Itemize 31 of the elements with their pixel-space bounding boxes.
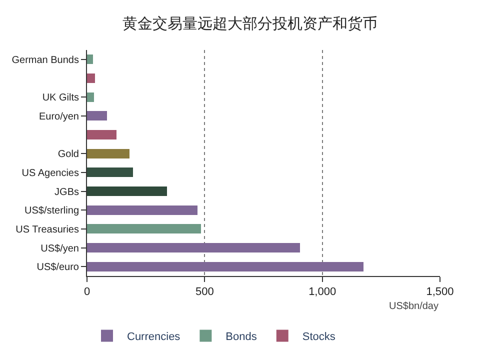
bar (87, 54, 93, 64)
y-tick-label: JGBs (54, 186, 79, 198)
y-tick-label: German Bunds (12, 54, 79, 66)
bar (87, 205, 198, 215)
y-tick-label: US Treasuries (16, 224, 79, 236)
bar (87, 74, 96, 83)
bar (87, 224, 202, 234)
bar (87, 262, 364, 272)
y-tick-label: Euro/yen (38, 111, 79, 122)
x-tick-label: 0 (84, 286, 90, 298)
legend-label: Stocks (302, 330, 336, 343)
legend-label: Bonds (226, 330, 258, 343)
y-tick-label: Gold (58, 149, 79, 160)
bar (87, 186, 168, 196)
y-tick-label: UK Gilts (42, 92, 79, 104)
x-tick-label: 1,000 (308, 286, 336, 298)
x-axis-title: US$bn/day (389, 301, 438, 312)
bar (87, 168, 133, 178)
y-tick-label: US$/euro (36, 262, 80, 274)
bar (87, 130, 116, 140)
bar (87, 243, 300, 252)
chart-title: 黄金交易量远超大部分投机资产和货币 (122, 14, 378, 33)
y-tick-label: US$/sterling (24, 206, 79, 217)
x-tick-label: 500 (195, 286, 214, 298)
bar (87, 92, 94, 102)
bar (87, 111, 107, 121)
bar (87, 148, 130, 158)
x-tick-label: 1,500 (426, 286, 454, 298)
legend-label: Currencies (127, 330, 181, 343)
y-tick-label: US Agencies (22, 168, 79, 179)
y-tick-label: US$/yen (40, 243, 79, 254)
